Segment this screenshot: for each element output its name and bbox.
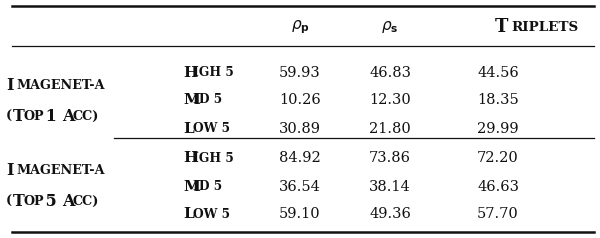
Text: T: T [495,18,508,36]
Text: 18.35: 18.35 [477,93,519,107]
Text: 36.54: 36.54 [279,180,321,194]
Text: $\rho_\mathbf{s}$: $\rho_\mathbf{s}$ [381,19,399,35]
Text: MAGENET-A: MAGENET-A [17,164,105,177]
Text: 44.56: 44.56 [477,66,519,79]
Text: CC): CC) [72,109,98,123]
Text: 46.63: 46.63 [477,180,519,194]
Text: 5: 5 [40,193,63,210]
Text: 30.89: 30.89 [279,122,321,135]
Text: I: I [6,162,14,179]
Text: 72.20: 72.20 [477,151,519,165]
Text: 73.86: 73.86 [369,151,411,165]
Text: T: T [13,193,25,210]
Text: 10.26: 10.26 [279,93,321,107]
Text: IGH 5: IGH 5 [193,66,234,79]
Text: (: ( [6,195,12,208]
Text: T: T [13,108,25,124]
Text: MAGENET-A: MAGENET-A [17,79,105,92]
Text: ID 5: ID 5 [193,94,223,106]
Text: 49.36: 49.36 [369,207,411,221]
Text: 21.80: 21.80 [369,122,411,135]
Text: L: L [183,122,194,135]
Text: OP: OP [23,109,44,123]
Text: OP: OP [23,195,44,208]
Text: 59.93: 59.93 [279,66,321,79]
Text: $\rho_\mathbf{p}$: $\rho_\mathbf{p}$ [290,19,310,36]
Text: (: ( [6,109,12,123]
Text: L: L [183,207,194,221]
Text: H: H [183,66,197,79]
Text: CC): CC) [72,195,98,208]
Text: I: I [6,77,14,94]
Text: 59.10: 59.10 [279,207,321,221]
Text: 84.92: 84.92 [279,151,321,165]
Text: OW 5: OW 5 [193,122,230,135]
Text: 29.99: 29.99 [477,122,519,135]
Text: OW 5: OW 5 [193,208,230,221]
Text: 46.83: 46.83 [369,66,411,79]
Text: H: H [183,151,197,165]
Text: 1: 1 [40,108,63,124]
Text: A: A [62,108,74,124]
Text: A: A [62,193,74,210]
Text: 38.14: 38.14 [369,180,411,194]
Text: ID 5: ID 5 [193,180,223,193]
Text: IGH 5: IGH 5 [193,152,234,165]
Text: M: M [183,93,200,107]
Text: 12.30: 12.30 [369,93,411,107]
Text: M: M [183,180,200,194]
Text: 57.70: 57.70 [477,207,519,221]
Text: RIPLETS: RIPLETS [512,21,579,34]
